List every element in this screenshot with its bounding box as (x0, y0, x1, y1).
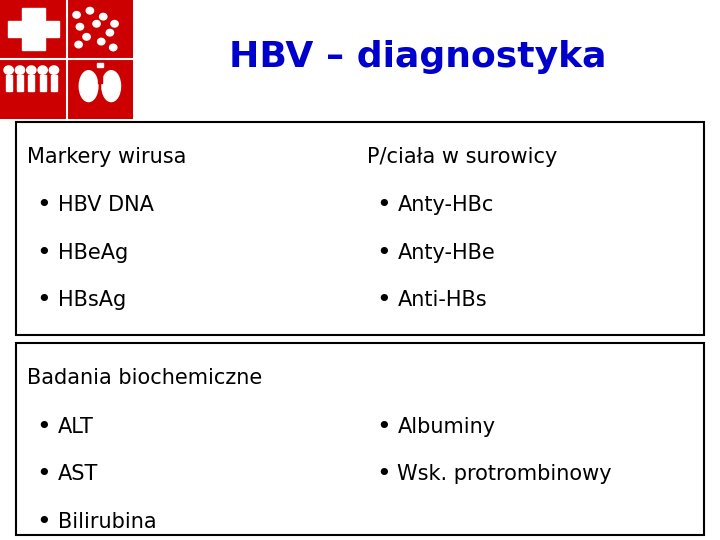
Circle shape (15, 66, 24, 74)
Text: Markery wirusa: Markery wirusa (27, 146, 186, 167)
Text: P/ciała w surowicy: P/ciała w surowicy (367, 146, 557, 167)
Circle shape (109, 44, 117, 51)
Text: •: • (376, 193, 390, 217)
Circle shape (98, 38, 105, 45)
Circle shape (107, 29, 114, 36)
Text: •: • (376, 462, 390, 486)
Text: •: • (376, 415, 390, 438)
FancyArrow shape (17, 75, 23, 91)
Ellipse shape (102, 71, 120, 102)
Text: •: • (376, 241, 390, 265)
Bar (8, 21, 58, 37)
Text: •: • (36, 193, 50, 217)
Circle shape (83, 33, 90, 40)
Text: Badania biochemiczne: Badania biochemiczne (27, 368, 263, 388)
Text: •: • (36, 241, 50, 265)
FancyArrow shape (40, 75, 45, 91)
Bar (98, 65, 102, 83)
Circle shape (86, 8, 94, 14)
Text: Wsk. protrombinowy: Wsk. protrombinowy (397, 464, 612, 484)
FancyArrow shape (6, 75, 12, 91)
Text: Anti-HBs: Anti-HBs (397, 290, 487, 310)
Text: •: • (36, 288, 50, 312)
Circle shape (75, 41, 82, 48)
Text: Albuminy: Albuminy (397, 416, 495, 437)
Circle shape (27, 66, 36, 74)
Text: Anty-HBe: Anty-HBe (397, 242, 495, 263)
Text: HBV – diagnostyka: HBV – diagnostyka (229, 40, 606, 73)
FancyArrow shape (28, 75, 35, 91)
FancyArrow shape (51, 75, 57, 91)
Text: •: • (36, 462, 50, 486)
Circle shape (4, 66, 14, 74)
Text: HBeAg: HBeAg (58, 242, 128, 263)
Circle shape (111, 21, 118, 27)
Bar (22, 8, 45, 51)
Text: ALT: ALT (58, 416, 94, 437)
Circle shape (93, 21, 100, 27)
Text: •: • (36, 415, 50, 438)
Text: HBsAg: HBsAg (58, 290, 126, 310)
Circle shape (99, 14, 107, 20)
Circle shape (76, 23, 84, 30)
Circle shape (38, 66, 48, 74)
Text: HBV DNA: HBV DNA (58, 195, 153, 215)
Text: Bilirubina: Bilirubina (58, 511, 156, 532)
Bar (96, 63, 103, 66)
Text: •: • (376, 288, 390, 312)
Circle shape (73, 11, 80, 18)
Ellipse shape (79, 71, 98, 102)
Text: Anty-HBc: Anty-HBc (397, 195, 494, 215)
Circle shape (49, 66, 58, 74)
Text: AST: AST (58, 464, 98, 484)
Text: •: • (36, 510, 50, 534)
